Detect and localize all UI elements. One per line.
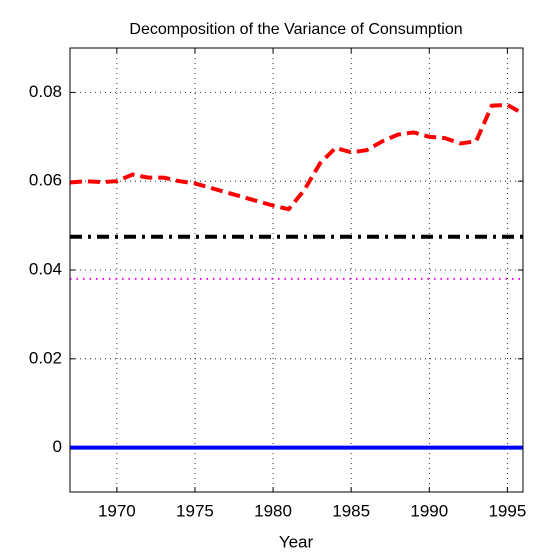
y-tick-label: 0.04 (29, 259, 62, 278)
y-tick-label: 0 (53, 437, 62, 456)
chart-title: Decomposition of the Variance of Consump… (129, 21, 462, 38)
plot-frame (69, 47, 524, 493)
x-tick-label: 1975 (176, 501, 214, 520)
x-tick-label: 1980 (254, 501, 292, 520)
y-tick-label: 0.06 (29, 171, 62, 190)
x-axis-label: Year (279, 532, 314, 551)
x-tick-label: 1995 (488, 501, 526, 520)
y-tick-label: 0.08 (29, 82, 62, 101)
x-tick-label: 1970 (98, 501, 136, 520)
x-tick-label: 1990 (410, 501, 448, 520)
x-tick-label: 1985 (332, 501, 370, 520)
series-line (70, 102, 523, 212)
y-tick-label: 0.02 (29, 348, 62, 367)
